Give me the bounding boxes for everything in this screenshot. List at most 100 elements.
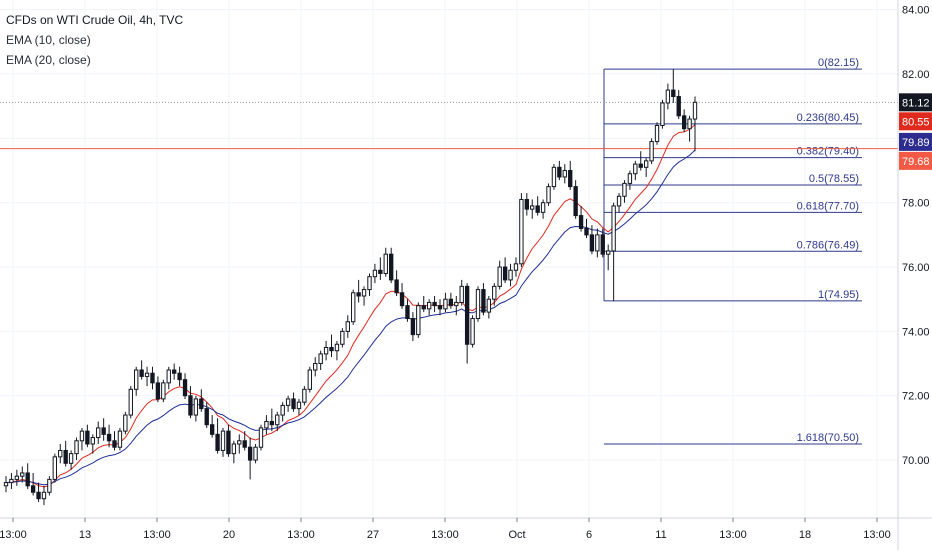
- candle-up: [508, 269, 513, 281]
- candle-up: [90, 437, 95, 445]
- x-tick-label: 20: [223, 529, 235, 541]
- candle-down: [535, 205, 540, 213]
- candle-up: [318, 353, 323, 365]
- candle-up: [123, 414, 128, 432]
- candle-up: [79, 430, 85, 442]
- price-label-ema20: [899, 132, 932, 151]
- candle-up: [20, 472, 25, 477]
- y-tick-label: 74.00: [902, 326, 930, 338]
- candle-up: [47, 478, 52, 493]
- candle-up: [128, 388, 133, 416]
- candle-up: [275, 414, 280, 426]
- candle-up: [627, 173, 633, 184]
- candle-up: [258, 427, 264, 448]
- x-tick-label: 11: [655, 529, 666, 541]
- candle-up: [9, 478, 14, 484]
- candle-up: [513, 263, 519, 271]
- candle-up: [351, 292, 356, 323]
- candle-up: [692, 101, 698, 120]
- candle-up: [595, 234, 600, 252]
- candle-down: [215, 433, 220, 451]
- candle-up: [58, 449, 63, 458]
- candle-down: [209, 424, 215, 435]
- candle-up: [497, 266, 502, 287]
- candle-up: [340, 330, 345, 345]
- candle-up: [280, 404, 285, 416]
- candle-up: [161, 382, 166, 400]
- y-tick-label: 84.00: [902, 5, 930, 17]
- price-label-last-price: [899, 93, 932, 112]
- candle-down: [573, 186, 578, 217]
- candle-down: [405, 305, 410, 320]
- candle-up: [633, 163, 638, 175]
- candle-down: [139, 369, 144, 377]
- x-tick-label: Oct: [508, 529, 525, 541]
- candle-up: [643, 160, 649, 168]
- candle-down: [226, 430, 231, 455]
- candle-up: [519, 198, 524, 265]
- candle-down: [671, 89, 676, 98]
- fib-level-label: 0(82.15): [818, 57, 859, 69]
- candle-down: [638, 163, 643, 168]
- candle-down: [589, 234, 595, 252]
- candle-up: [486, 298, 492, 313]
- candle-down: [600, 234, 605, 255]
- candle-up: [296, 401, 302, 410]
- candle-up: [649, 141, 654, 162]
- x-tick-label: 13:00: [0, 529, 27, 541]
- price-label-ema10: [899, 112, 932, 131]
- candle-up: [144, 372, 150, 377]
- candle-up: [383, 253, 388, 274]
- candle-up: [687, 118, 692, 130]
- candle-down: [329, 346, 334, 352]
- candle-down: [557, 166, 562, 178]
- candle-up: [166, 369, 171, 384]
- legend-ema10: EMA (10, close): [6, 33, 91, 47]
- price-label-text: 79.68: [902, 156, 930, 168]
- y-tick-label: 72.00: [902, 391, 930, 403]
- candle-down: [356, 292, 361, 297]
- candle-up: [443, 298, 448, 310]
- candle-up: [416, 305, 421, 336]
- chart-title: CFDs on WTI Crude Oil, 4h, TVC: [6, 13, 184, 27]
- x-tick-label: 27: [367, 529, 379, 541]
- candle-down: [155, 382, 161, 400]
- candle-up: [345, 321, 350, 332]
- candle-down: [177, 372, 182, 381]
- candle-up: [361, 289, 367, 297]
- y-tick-label: 76.00: [902, 262, 930, 274]
- candle-down: [199, 398, 204, 410]
- candle-down: [502, 266, 508, 281]
- x-tick-label: 13:00: [719, 529, 747, 541]
- candle-up: [546, 186, 551, 204]
- candle-up: [562, 170, 567, 178]
- fib-level-label: 0.5(78.55): [809, 173, 859, 185]
- candle-down: [524, 198, 530, 210]
- candle-up: [74, 440, 79, 455]
- candle-up: [606, 250, 611, 255]
- candle-up: [622, 182, 627, 197]
- candle-down: [389, 253, 394, 281]
- price-label-horizontal-line: [899, 151, 932, 170]
- candle-down: [247, 446, 253, 461]
- candle-up: [264, 420, 269, 429]
- x-tick-label: 13:00: [287, 529, 315, 541]
- candle-up: [237, 440, 242, 445]
- candle-down: [25, 472, 30, 487]
- candle-up: [654, 124, 660, 143]
- candle-down: [410, 318, 416, 336]
- fib-level-label: 0.382(79.40): [797, 146, 859, 158]
- candle-up: [3, 482, 9, 487]
- candle-up: [367, 276, 372, 291]
- fib-level-label: 1.618(70.50): [797, 432, 859, 444]
- candle-up: [220, 430, 226, 451]
- candle-down: [448, 298, 454, 307]
- candle-up: [134, 369, 139, 390]
- candle-up: [372, 269, 378, 278]
- candle-down: [399, 292, 405, 307]
- candle-down: [36, 491, 41, 500]
- candle-down: [291, 398, 296, 410]
- candle-up: [193, 398, 199, 416]
- candle-up: [551, 166, 557, 188]
